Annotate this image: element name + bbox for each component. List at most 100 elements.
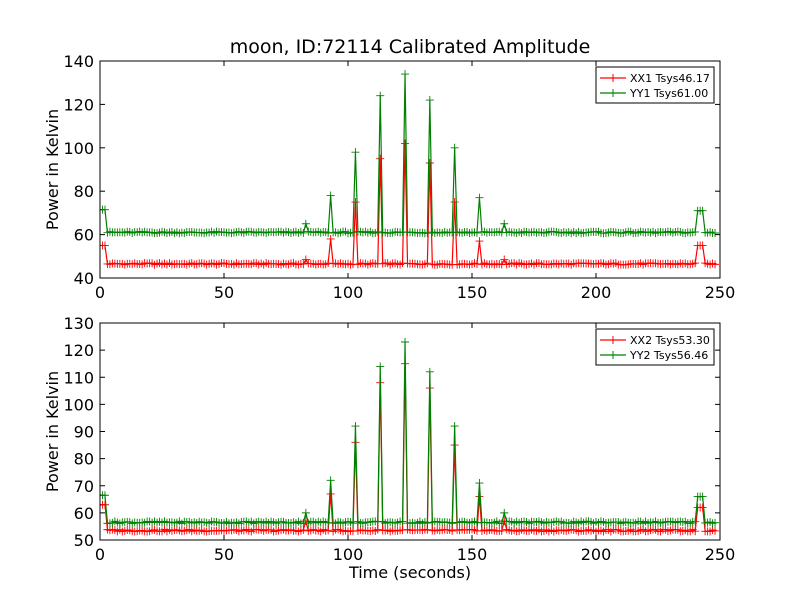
plot-frame	[99, 60, 721, 279]
data-point	[351, 198, 360, 207]
data-point	[691, 259, 700, 268]
y-tick-label: 60	[74, 504, 94, 523]
data-point	[373, 227, 382, 236]
x-tick-label: 50	[214, 283, 234, 302]
data-point	[423, 525, 432, 534]
data-point	[348, 228, 357, 237]
y-tick-label: 70	[74, 477, 94, 496]
data-point	[691, 517, 700, 526]
data-point	[373, 525, 382, 534]
data-point	[376, 362, 385, 371]
data-point	[475, 479, 484, 488]
data-point	[326, 234, 335, 243]
data-point	[301, 219, 310, 228]
legend-label: XX1 Tsys46.17	[630, 72, 710, 85]
data-point	[691, 227, 700, 236]
data-point	[500, 255, 509, 264]
x-tick-label: 250	[705, 283, 736, 302]
data-point	[711, 228, 720, 237]
data-point	[351, 422, 360, 431]
data-point	[691, 527, 700, 536]
y-tick-label: 50	[74, 531, 94, 550]
data-point	[425, 158, 434, 167]
data-point	[326, 476, 335, 485]
series-1-1	[100, 139, 720, 269]
series-line	[100, 341, 716, 525]
data-point	[425, 367, 434, 376]
chart-panel-1: 0 50 100 150 200 250 40 60 80 100 120 140 moon, ID:7…	[43, 36, 735, 302]
y-tick-label: 80	[74, 182, 94, 201]
y-tick-label: 100	[63, 395, 94, 414]
data-point	[423, 519, 432, 528]
data-point	[711, 260, 720, 269]
data-point	[497, 519, 506, 528]
data-point	[423, 259, 432, 268]
x-tick-label: 50	[214, 545, 234, 564]
data-point	[351, 148, 360, 157]
data-point	[401, 337, 410, 346]
data-point	[475, 237, 484, 246]
data-point	[500, 219, 509, 228]
data-point	[100, 205, 109, 214]
data-point	[324, 259, 333, 268]
data-point	[401, 139, 410, 148]
data-point	[472, 259, 481, 268]
y-tick-label: 40	[74, 269, 94, 288]
legend-box	[595, 66, 715, 104]
y-tick-label: 130	[63, 314, 94, 333]
x-tick-label: 100	[333, 283, 364, 302]
y-tick-label: 120	[63, 341, 94, 360]
legend-label: YY1 Tsys61.00	[629, 87, 708, 100]
y-tick-label: 60	[74, 226, 94, 245]
x-tick-label: 150	[457, 283, 488, 302]
legend-box	[595, 328, 715, 366]
data-point	[425, 96, 434, 105]
data-point	[475, 492, 484, 501]
y-tick-label: 120	[63, 95, 94, 114]
y-tick-label: 80	[74, 450, 94, 469]
legend-marker	[609, 89, 617, 97]
x-tick-label: 100	[333, 545, 364, 564]
y-axis-label: Power in Kelvin	[43, 371, 62, 492]
data-point	[100, 491, 109, 500]
x-tick-label: 150	[457, 545, 488, 564]
data-point	[698, 241, 707, 250]
legend-label: YY2 Tsys56.46	[629, 349, 708, 362]
data-point	[698, 492, 707, 501]
x-tick-label: 200	[581, 283, 612, 302]
data-point	[448, 519, 457, 528]
y-tick-label: 140	[63, 52, 94, 71]
legend-marker	[609, 74, 617, 82]
x-tick-label: 200	[581, 545, 612, 564]
series-2-1	[100, 359, 720, 536]
data-point	[472, 228, 481, 237]
data-point	[423, 229, 432, 238]
series-2-2	[100, 337, 720, 528]
x-tick-label: 0	[95, 283, 105, 302]
data-point	[398, 526, 407, 535]
x-axis-label: Time (seconds)	[348, 563, 471, 582]
data-point	[299, 525, 308, 534]
data-point	[698, 206, 707, 215]
legend-marker	[609, 351, 617, 359]
data-point	[301, 508, 310, 517]
data-point	[497, 526, 506, 535]
y-axis-label: Power in Kelvin	[43, 109, 62, 230]
data-point	[398, 259, 407, 268]
y-tick-label: 100	[63, 139, 94, 158]
legend: XX1 Tsys46.17 YY1 Tsys61.00	[595, 66, 715, 104]
data-point	[450, 198, 459, 207]
data-point	[398, 517, 407, 526]
data-point	[376, 91, 385, 100]
data-point	[450, 143, 459, 152]
data-point	[324, 526, 333, 535]
data-point	[326, 489, 335, 498]
data-point	[100, 241, 109, 250]
data-point	[450, 422, 459, 431]
y-tick-label: 110	[63, 368, 94, 387]
data-point	[711, 518, 720, 527]
y-tick-label: 90	[74, 423, 94, 442]
data-point	[299, 260, 308, 269]
data-point	[324, 229, 333, 238]
